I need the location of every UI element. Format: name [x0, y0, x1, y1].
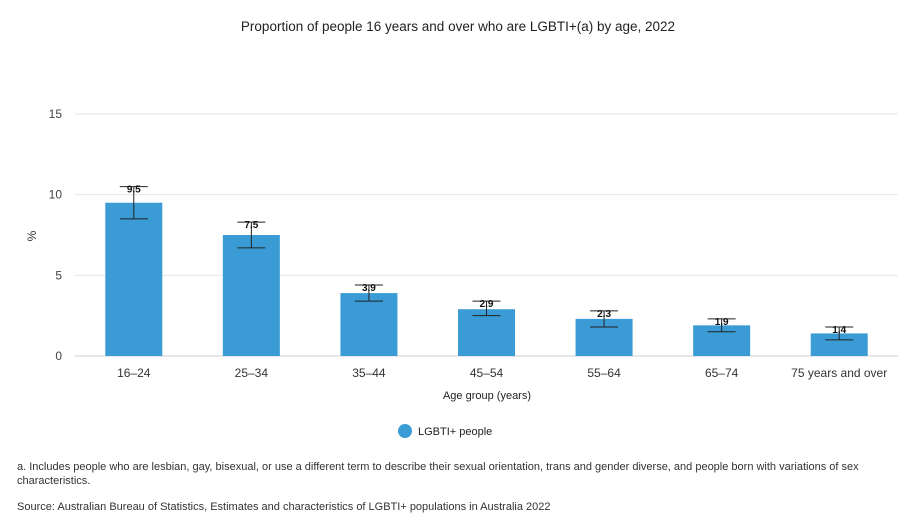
data-label: 1.9 [715, 317, 729, 328]
y-axis-ticks: 0 5 10 15 [49, 107, 63, 363]
x-tick-label: 45–54 [470, 366, 504, 380]
data-label: 7.5 [244, 220, 258, 231]
x-tick-label: 35–44 [352, 366, 386, 380]
x-tick-label: 16–24 [117, 366, 151, 380]
legend-marker [398, 424, 412, 438]
bars [105, 202, 868, 356]
error-bar [237, 221, 266, 249]
error-bar [825, 326, 854, 341]
x-tick-label: 75 years and over [791, 366, 887, 380]
data-label: 2.9 [480, 299, 494, 310]
chart-title: Proportion of people 16 years and over w… [241, 19, 675, 34]
error-bars [119, 186, 854, 341]
data-label: 1.4 [832, 325, 846, 336]
source-note: Source: Australian Bureau of Statistics,… [17, 501, 551, 513]
y-tick-label: 5 [55, 268, 62, 282]
error-bar [707, 318, 736, 333]
legend-label: LGBTI+ people [418, 426, 492, 438]
y-tick-label: 15 [49, 107, 63, 121]
bar[interactable] [340, 293, 398, 356]
error-bar [472, 300, 501, 317]
bar[interactable] [105, 202, 163, 356]
data-label: 9.5 [127, 185, 141, 196]
error-bar [354, 284, 383, 302]
data-label: 2.3 [597, 309, 611, 320]
x-tick-label: 25–34 [235, 366, 269, 380]
x-tick-label: 55–64 [587, 366, 621, 380]
chart: Proportion of people 16 years and over w… [25, 19, 898, 438]
y-tick-label: 10 [49, 188, 63, 202]
error-bar [119, 186, 148, 220]
bar[interactable] [222, 235, 280, 356]
x-axis-ticks: 16–24 25–34 35–44 45–54 55–64 65–74 75 years a… [117, 366, 887, 380]
legend[interactable]: LGBTI+ people [398, 424, 492, 438]
footnote: a. Includes people who are lesbian, gay,… [17, 461, 859, 487]
y-tick-label: 0 [55, 349, 62, 363]
bar[interactable] [458, 309, 515, 356]
bar[interactable] [810, 333, 868, 356]
y-axis-label: % [25, 230, 39, 241]
error-bar [590, 310, 619, 328]
data-label: 3.9 [362, 283, 376, 294]
x-tick-label: 65–74 [705, 366, 739, 380]
x-axis-label: Age group (years) [443, 390, 531, 402]
data-labels: 9.5 7.5 3.9 2.9 2.3 1.9 1.4 [127, 185, 847, 336]
